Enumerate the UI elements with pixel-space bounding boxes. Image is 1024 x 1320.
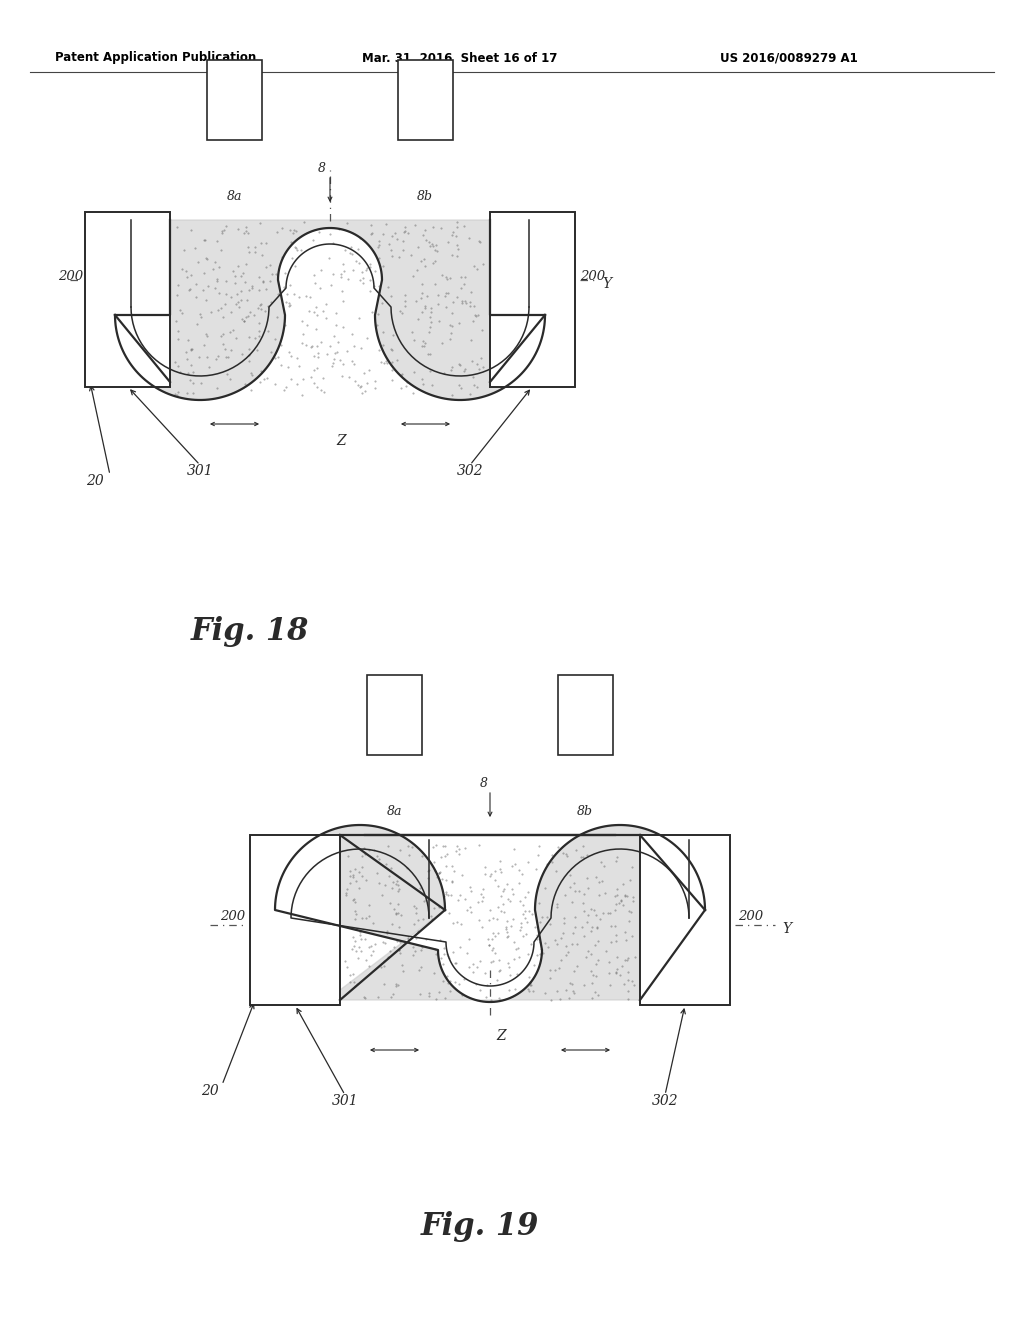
Text: 301: 301 bbox=[332, 1094, 358, 1107]
Text: 302a: 302a bbox=[569, 730, 601, 743]
Text: 200: 200 bbox=[58, 271, 83, 282]
Text: Y: Y bbox=[782, 921, 792, 936]
Polygon shape bbox=[115, 220, 545, 400]
Bar bbox=[490, 213, 575, 387]
Text: 20: 20 bbox=[201, 1084, 219, 1098]
Bar bbox=[85, 213, 170, 387]
Text: 301: 301 bbox=[186, 465, 213, 478]
Text: Mar. 31, 2016  Sheet 16 of 17: Mar. 31, 2016 Sheet 16 of 17 bbox=[362, 51, 557, 65]
Text: 200: 200 bbox=[738, 909, 763, 923]
Text: 302a: 302a bbox=[410, 115, 440, 128]
Polygon shape bbox=[275, 825, 705, 1002]
Text: 8b: 8b bbox=[577, 805, 593, 818]
Text: 302: 302 bbox=[651, 1094, 678, 1107]
Text: 302: 302 bbox=[457, 465, 483, 478]
Text: Y: Y bbox=[602, 277, 611, 290]
Text: Fig. 19: Fig. 19 bbox=[421, 1210, 540, 1242]
Bar bbox=[640, 836, 730, 1005]
Text: 20: 20 bbox=[86, 474, 103, 488]
Text: 8a: 8a bbox=[387, 805, 402, 818]
Bar bbox=[207, 59, 262, 140]
Text: Fig. 18: Fig. 18 bbox=[190, 616, 309, 647]
Text: 301a: 301a bbox=[219, 115, 251, 128]
Text: 301a: 301a bbox=[379, 730, 411, 743]
Bar bbox=[367, 675, 422, 755]
Bar bbox=[558, 675, 613, 755]
Text: 200: 200 bbox=[580, 271, 605, 282]
Text: Patent Application Publication: Patent Application Publication bbox=[55, 51, 256, 65]
Text: Z: Z bbox=[336, 434, 346, 447]
Text: 8: 8 bbox=[318, 162, 326, 176]
Text: 200: 200 bbox=[220, 909, 245, 923]
Bar bbox=[250, 836, 340, 1005]
Text: US 2016/0089279 A1: US 2016/0089279 A1 bbox=[720, 51, 858, 65]
Text: Z: Z bbox=[496, 1030, 506, 1043]
Text: 8: 8 bbox=[480, 777, 488, 789]
Text: 8b: 8b bbox=[417, 190, 433, 203]
Bar bbox=[398, 59, 453, 140]
Text: 8a: 8a bbox=[227, 190, 243, 203]
